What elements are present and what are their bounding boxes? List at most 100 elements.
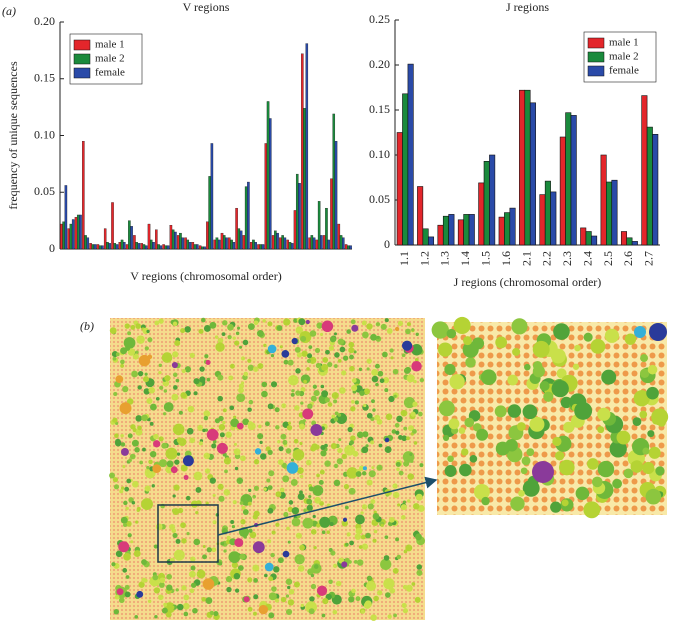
image-dot <box>131 500 136 505</box>
bar <box>118 242 122 250</box>
image-dot <box>205 501 209 505</box>
image-dot <box>136 590 144 598</box>
bar <box>483 161 490 246</box>
image-dot <box>131 370 138 378</box>
image-dot <box>409 452 413 456</box>
bar <box>252 239 255 250</box>
image-dot <box>507 374 519 386</box>
image-dot <box>632 417 642 426</box>
image-dot <box>461 448 469 456</box>
image-dot <box>172 372 178 378</box>
image-dot <box>118 597 125 604</box>
image-dot <box>344 444 355 456</box>
image-dot <box>356 431 364 439</box>
bar <box>247 181 250 250</box>
bar <box>206 221 209 250</box>
image-dot <box>183 474 189 480</box>
bar <box>529 102 536 246</box>
image-dot <box>521 456 531 466</box>
legend: male 1 male 2 female <box>69 33 143 85</box>
image-dot <box>193 538 201 546</box>
image-dot <box>178 437 187 447</box>
image-dot <box>406 374 415 383</box>
image-dot <box>604 328 620 343</box>
image-dot <box>161 442 168 449</box>
legend-label: male 2 <box>95 53 125 65</box>
image-dot <box>366 575 373 582</box>
bar <box>174 231 177 250</box>
image-dot <box>377 590 383 596</box>
x-tick-label: 1.1 <box>397 251 411 266</box>
image-dot <box>601 369 617 385</box>
image-dot <box>416 564 423 570</box>
image-dot <box>308 486 314 492</box>
bar <box>298 183 301 250</box>
bar <box>115 244 119 250</box>
image-dot <box>253 578 258 583</box>
image-dot <box>152 574 159 581</box>
image-dot <box>228 551 241 564</box>
image-dot <box>115 550 123 558</box>
image-dot <box>166 460 174 468</box>
image-dot <box>322 598 329 605</box>
image-dot <box>303 379 307 384</box>
image-dot <box>380 558 392 571</box>
image-dot <box>175 538 181 544</box>
image-dot <box>252 366 259 372</box>
image-dot <box>338 387 346 394</box>
bar <box>82 141 85 250</box>
image-dot <box>495 441 510 456</box>
image-dot <box>647 430 655 438</box>
image-dot <box>291 517 301 527</box>
image-dot <box>203 452 211 460</box>
image-dot <box>243 596 250 603</box>
bar <box>222 235 226 250</box>
image-dot <box>305 319 310 325</box>
image-dot <box>172 351 179 358</box>
image-dot <box>309 356 317 364</box>
bar <box>539 194 546 246</box>
bar <box>322 235 326 250</box>
bar <box>347 245 350 250</box>
image-dot <box>285 608 293 616</box>
image-dot <box>288 375 299 386</box>
image-dot <box>306 504 313 511</box>
image-dot <box>373 595 379 602</box>
bar <box>281 235 284 250</box>
image-dot <box>155 523 163 531</box>
image-dot <box>129 453 136 460</box>
image-dot <box>135 323 141 329</box>
image-dot <box>473 483 490 500</box>
image-dot <box>388 516 395 523</box>
image-dot <box>560 396 573 409</box>
image-dot <box>275 425 280 430</box>
image-dot <box>342 517 348 522</box>
image-dot <box>331 392 339 400</box>
bar <box>93 244 97 250</box>
legend-swatch <box>73 67 91 79</box>
image-dot <box>240 519 246 525</box>
image-dot <box>252 564 260 572</box>
image-dot <box>351 378 357 383</box>
image-dot <box>178 410 183 415</box>
bar <box>544 180 551 246</box>
x-tick-label: 2.6 <box>621 251 635 266</box>
image-dot <box>302 517 314 529</box>
image-dot <box>419 463 424 468</box>
image-dot <box>351 588 356 594</box>
bar <box>337 223 341 250</box>
image-dot <box>282 439 288 445</box>
image-dot <box>532 461 554 483</box>
bar <box>64 185 68 250</box>
image-dot <box>518 490 525 497</box>
image-dot <box>279 345 283 349</box>
bar <box>580 227 587 246</box>
image-dot <box>310 424 323 436</box>
image-dot <box>287 599 295 606</box>
bar <box>213 239 216 250</box>
image-dot <box>318 479 324 485</box>
image-dot <box>205 597 213 604</box>
image-dot <box>350 406 356 412</box>
bar <box>69 223 73 250</box>
image-dot <box>330 443 337 450</box>
